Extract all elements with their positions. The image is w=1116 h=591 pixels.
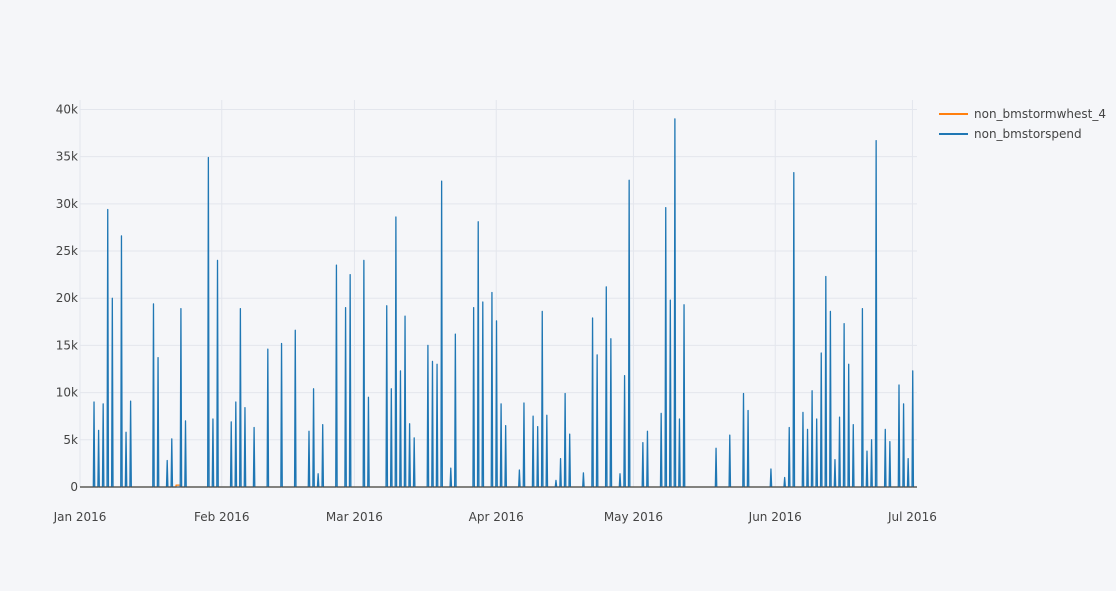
series-line-non_bmstorspend[interactable] xyxy=(80,118,917,488)
y-tick-label: 35k xyxy=(56,150,78,164)
x-tick-label: May 2016 xyxy=(604,510,663,524)
x-tick-label: Jan 2016 xyxy=(53,510,107,524)
y-tick-label: 30k xyxy=(56,197,78,211)
legend-label: non_bmstorspend xyxy=(974,127,1082,141)
x-tick-label: Mar 2016 xyxy=(326,510,383,524)
y-gridlines xyxy=(80,108,917,441)
y-tick-label: 15k xyxy=(56,338,78,352)
x-axis: Jan 2016 Feb 2016 Mar 2016 Apr 2016 May 2016… xyxy=(53,510,937,524)
legend[interactable]: non_bmstormwhest_4 non_bmstorspend xyxy=(939,107,1106,141)
y-tick-label: 5k xyxy=(63,433,78,447)
y-tick-label: 40k xyxy=(56,102,78,116)
legend-label: non_bmstormwhest_4 xyxy=(974,107,1106,121)
x-tick-label: Feb 2016 xyxy=(194,510,250,524)
y-tick-label: 25k xyxy=(56,244,78,258)
legend-item[interactable]: non_bmstormwhest_4 xyxy=(939,107,1106,121)
x-tick-label: Jun 2016 xyxy=(748,510,802,524)
legend-item[interactable]: non_bmstorspend xyxy=(939,127,1082,141)
x-tick-label: Jul 2016 xyxy=(887,510,937,524)
x-tick-label: Apr 2016 xyxy=(469,510,524,524)
y-tick-label: 10k xyxy=(56,386,78,400)
y-tick-label: 20k xyxy=(56,291,78,305)
y-axis: 0 5k 10k 15k 20k 25k 30k 35k 40k xyxy=(56,102,78,494)
series-layer xyxy=(80,118,917,488)
x-gridlines xyxy=(79,100,913,487)
y-tick-label: 0 xyxy=(70,480,78,494)
